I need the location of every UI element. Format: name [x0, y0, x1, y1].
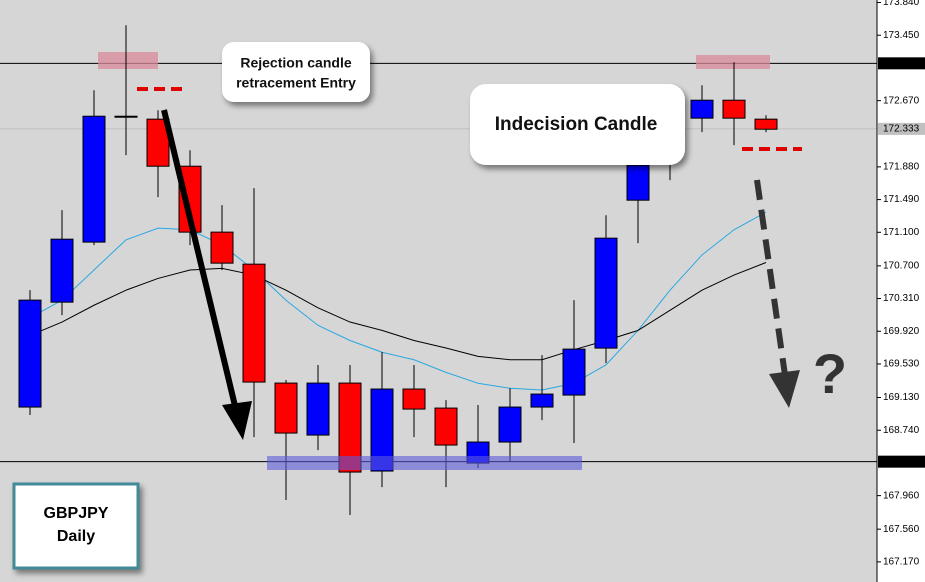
symbol-text: GBPJPY [44, 505, 109, 522]
price-label-bg [878, 57, 925, 70]
candle-body [434, 407, 458, 446]
y-tick-label: 167.960 [883, 490, 920, 501]
y-tick-label: 168.740 [883, 425, 920, 436]
price-label: 168.365 [883, 456, 920, 467]
candle-body [210, 231, 234, 264]
down-arrow [161, 109, 239, 411]
candle-body [530, 393, 554, 408]
candle-body [594, 237, 618, 349]
y-tick-label: 171.490 [883, 194, 920, 205]
projected-arrow-head [769, 370, 800, 408]
projected-arrow [754, 179, 788, 376]
y-tick-label: 173.450 [883, 30, 920, 41]
symbol-box [12, 482, 140, 570]
candle-body [338, 382, 362, 473]
support-zone [267, 456, 582, 470]
annotation-box [470, 84, 685, 165]
annotation-text: Rejection candle [240, 55, 351, 71]
down-arrow-head [222, 401, 252, 440]
moving-average [29, 262, 767, 361]
moving-averages [29, 211, 767, 391]
y-tick-label: 169.920 [883, 326, 920, 337]
axis-background [877, 0, 925, 582]
annotation-box [222, 42, 370, 102]
candle-body [562, 348, 586, 396]
annotation-text: Indecision Candle [495, 114, 658, 135]
moving-average [29, 211, 767, 391]
resistance-zone [696, 55, 770, 69]
candle-body [498, 406, 522, 443]
candle-body [754, 118, 778, 130]
y-tick-label: 173.840 [883, 0, 920, 8]
y-tick-label: 167.560 [883, 524, 920, 535]
candle-body [50, 238, 74, 303]
candle-body [82, 115, 106, 243]
candle-body [690, 99, 714, 119]
y-tick-label: 171.880 [883, 162, 920, 173]
y-tick-label: 171.100 [883, 227, 920, 238]
candle-body [18, 299, 42, 408]
y-axis: 173.840 173.450 172.670 171.880 171.490 171.1… [877, 0, 925, 568]
y-tick-label: 169.130 [883, 392, 920, 403]
candle-body [722, 99, 746, 119]
candle-body [274, 382, 298, 434]
candle-body [626, 164, 650, 201]
candle-body [242, 263, 266, 383]
y-tick-label: 169.530 [883, 359, 920, 370]
plot-background [0, 0, 877, 582]
price-label: 172.333 [883, 124, 920, 135]
candle-body [114, 115, 138, 118]
resistance-zone [98, 52, 158, 69]
candle-body [402, 388, 426, 410]
y-tick-label: 170.310 [883, 293, 920, 304]
question-mark: ? [813, 342, 847, 405]
price-label-bg [878, 122, 925, 135]
candles [18, 25, 778, 515]
price-label: 173.115 [883, 58, 919, 69]
candle-body [370, 388, 394, 472]
candle-body [306, 382, 330, 436]
y-tick-label: 172.670 [883, 95, 920, 106]
y-tick-label: 167.170 [883, 557, 920, 568]
timeframe-text: Daily [57, 528, 95, 545]
y-tick-label: 170.700 [883, 260, 920, 271]
price-label-bg [878, 455, 925, 468]
annotation-text: retracement Entry [236, 75, 356, 91]
